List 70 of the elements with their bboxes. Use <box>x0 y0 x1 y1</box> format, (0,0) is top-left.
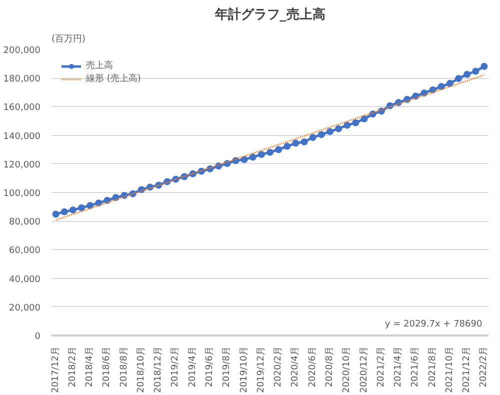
x-tick-label: 2018/12月 <box>154 346 164 393</box>
point <box>284 142 291 150</box>
point <box>300 138 308 146</box>
point <box>52 210 60 218</box>
x-tick-label: 2019/10月 <box>239 346 250 393</box>
x-tick-label: 2021/4月 <box>394 346 404 388</box>
point <box>60 208 68 216</box>
y-tick-label: 20,000 <box>9 303 41 314</box>
x-tick-label: 2019/12月 <box>256 346 266 393</box>
x-tick-label: 2018/10月 <box>136 346 146 393</box>
y-axis-title: (百万円) <box>52 34 86 44</box>
point <box>69 206 76 214</box>
y-tick-label: 0 <box>34 332 41 342</box>
x-tick-label: 2018/6月 <box>102 346 112 388</box>
point <box>360 115 368 122</box>
point <box>95 199 102 206</box>
y-tick-label: 140,000 <box>3 132 41 142</box>
legend-label: 売上高 <box>86 60 113 72</box>
x-tick-label: 2018/8月 <box>119 346 130 388</box>
point <box>240 156 248 163</box>
point <box>446 80 454 87</box>
x-tick-label: 2019/6月 <box>205 346 216 388</box>
x-tick-label: 2021/10月 <box>444 346 455 393</box>
point <box>344 122 351 129</box>
x-tick-label: 2017/12月 <box>50 346 61 393</box>
point <box>326 128 334 136</box>
x-tick-label: 2020/4月 <box>290 346 301 388</box>
annotation: y = 2029.7x + 78690 <box>384 320 482 330</box>
x-tick-label: 2018/2月 <box>68 346 78 388</box>
x-tick-label: 2020/2月 <box>274 346 284 388</box>
legend-label: 線形 (売上高) <box>86 72 141 85</box>
point <box>318 131 325 138</box>
x-tick-label: 2019/2月 <box>170 346 181 388</box>
point <box>86 202 94 210</box>
x-tick-label: 2020/6月 <box>308 346 318 388</box>
y-tick-label: 180,000 <box>3 74 41 85</box>
y-tick-label: 40,000 <box>9 274 41 285</box>
point <box>464 70 471 78</box>
x-tick-label: 2021/12月 <box>462 346 472 393</box>
point <box>472 68 480 75</box>
point <box>480 62 488 70</box>
y-tick-label: 160,000 <box>3 103 41 114</box>
x-tick-label: 2019/8月 <box>222 346 232 388</box>
x-tick-label: 2019/4月 <box>188 346 198 388</box>
y-tick-label: 200,000 <box>3 46 41 56</box>
point <box>266 148 274 156</box>
chart-title: 年計グラフ_売上高 <box>214 6 326 22</box>
point <box>335 125 342 132</box>
point <box>292 140 300 147</box>
point <box>420 89 428 96</box>
x-tick-label: 2018/4月 <box>85 346 96 388</box>
x-tick-label: 2020/12月 <box>359 346 370 393</box>
x-tick-label: 2021/8月 <box>428 346 438 388</box>
y-tick-label: 100,000 <box>3 189 41 199</box>
point <box>455 75 462 82</box>
point <box>275 146 282 154</box>
x-tick-label: 2020/10月 <box>342 346 352 393</box>
y-tick-label: 120,000 <box>3 160 41 170</box>
point <box>258 150 265 158</box>
point <box>438 83 445 90</box>
x-tick-label: 2021/6月 <box>410 346 421 388</box>
point <box>352 119 360 126</box>
y-tick-label: 60,000 <box>9 246 41 256</box>
y-tick-label: 80,000 <box>9 218 41 228</box>
point <box>78 204 85 212</box>
point <box>249 154 256 161</box>
x-tick-label: 2022/2月 <box>479 346 490 388</box>
x-tick-label: 2020/8月 <box>324 346 335 388</box>
point <box>309 134 316 141</box>
x-tick-label: 2021/2月 <box>376 346 386 388</box>
